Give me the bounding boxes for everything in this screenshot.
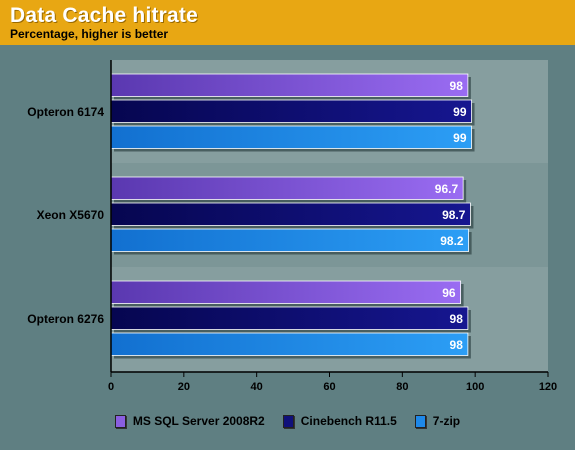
legend-label: MS SQL Server 2008R2 [132,414,265,428]
bar [110,280,462,304]
bar [110,228,470,252]
legend-label: Cinebench R11.5 [300,414,397,428]
bar-value-label: 96.7 [435,182,459,196]
bar-value-label: 98.7 [442,208,466,222]
bar [110,202,471,226]
x-tick-label: 120 [539,381,557,393]
bar-value-label: 98.2 [440,234,464,248]
chart-subtitle: Percentage, higher is better [10,27,169,41]
bar-value-label: 96 [442,286,456,300]
category-label: Xeon X5670 [37,208,105,222]
chart-title: Data Cache hitrate [10,4,198,27]
legend: MS SQL Server 2008R2 Cinebench R11.5 7-zip [0,410,575,432]
x-tick-label: 60 [323,381,335,393]
bar-value-label: 99 [453,105,467,119]
bar-value-label: 98 [450,79,464,93]
category-label: Opteron 6174 [27,105,104,119]
bar [110,332,469,356]
x-tick-label: 80 [396,381,408,393]
legend-item: Cinebench R11.5 [282,414,397,428]
legend-item: 7-zip [414,414,461,428]
category-label: Opteron 6276 [27,312,104,326]
bar-value-label: 98 [450,312,464,326]
legend-swatch [282,414,294,428]
x-tick-label: 40 [251,381,263,393]
legend-item: MS SQL Server 2008R2 [114,414,265,428]
chart-header: Data Cache hitrate Percentage, higher is… [0,0,575,45]
x-tick-label: 0 [108,381,114,393]
legend-swatch [414,414,426,428]
x-tick-label: 20 [178,381,190,393]
x-tick-label: 100 [466,381,484,393]
bar [110,176,464,200]
bar-value-label: 99 [453,131,467,145]
bar [110,99,472,123]
bar [110,73,469,97]
bar [110,125,472,149]
legend-swatch [114,414,126,428]
bar [110,306,469,330]
legend-label: 7-zip [432,414,461,428]
bar-value-label: 98 [450,338,464,352]
